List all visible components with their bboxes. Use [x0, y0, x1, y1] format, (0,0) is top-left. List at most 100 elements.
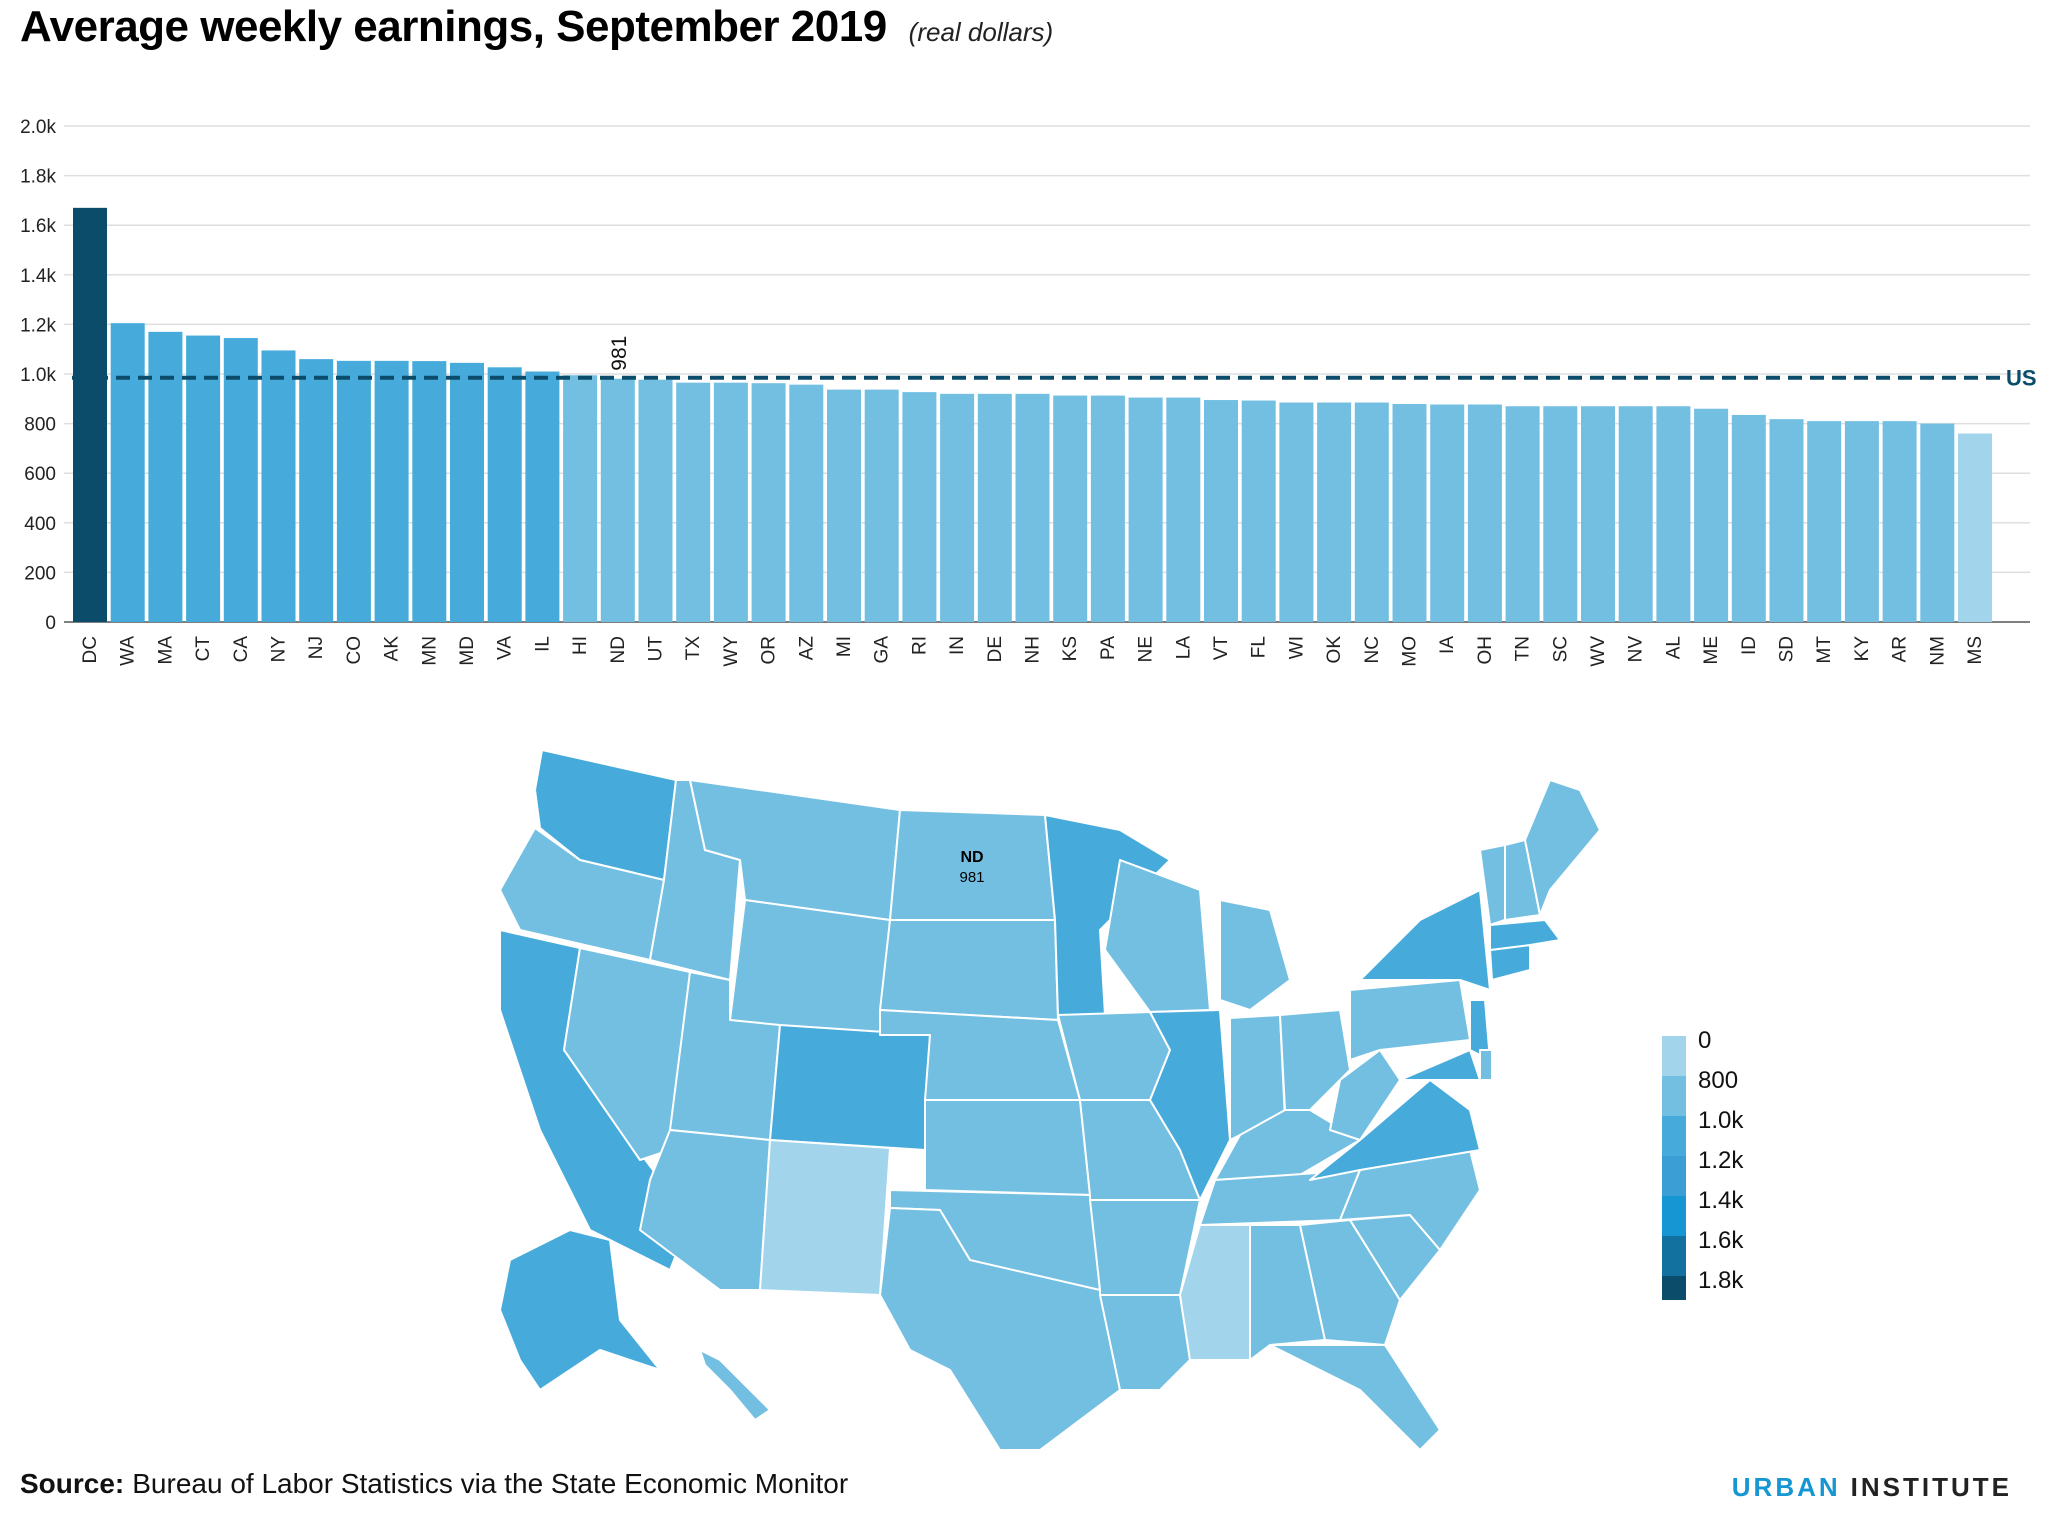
bar-ar [1882, 421, 1917, 622]
x-tick-label: AZ [796, 636, 817, 661]
state-al [1249, 1224, 1326, 1361]
bar-nc [1354, 402, 1389, 622]
bar-sc [1543, 406, 1578, 622]
source-note: Source: Bureau of Labor Statistics via th… [20, 1468, 848, 1500]
bar-id [1731, 414, 1766, 622]
y-tick-label: 200 [24, 563, 56, 584]
state-me [1524, 779, 1601, 916]
x-tick-label: SC [1550, 636, 1571, 662]
state-fl [1269, 1344, 1441, 1451]
bar-ny [261, 350, 296, 622]
bar-md [450, 362, 484, 622]
bar-wy [713, 382, 748, 622]
x-tick-label: KY [1852, 636, 1873, 662]
bar-il [525, 371, 560, 622]
bar-ks [1053, 395, 1088, 622]
x-tick-label: LA [1173, 636, 1194, 660]
bar-ga [864, 389, 899, 622]
legend-label: 1.4k [1698, 1187, 1744, 1214]
y-tick-label: 2.0k [20, 117, 56, 138]
source-text: Bureau of Labor Statistics via the State… [132, 1468, 849, 1499]
x-tick-label: NH [1023, 636, 1044, 663]
bar-or [751, 383, 786, 622]
state-oh [1279, 1009, 1351, 1111]
y-tick-label: 1.4k [20, 266, 56, 287]
x-tick-label: TN [1513, 636, 1534, 661]
bar-dc [73, 207, 107, 622]
x-tick-label: GA [872, 636, 893, 664]
us-map: ND 981 [480, 749, 1620, 1470]
bar-hi [563, 375, 598, 622]
legend-label: 1.2k [1698, 1147, 1744, 1174]
x-tick-label: NY [269, 636, 290, 663]
legend-swatch [1662, 1036, 1686, 1077]
x-tick-label: WV [1588, 636, 1609, 667]
state-md [1399, 1049, 1481, 1081]
x-tick-label: HI [570, 636, 591, 655]
state-ny [1359, 889, 1491, 991]
x-tick-label: KS [1060, 636, 1081, 661]
us-reference: US [72, 366, 2037, 391]
x-tick-label: MO [1400, 636, 1421, 667]
x-tick-label: VA [495, 636, 516, 660]
state-ak [499, 1229, 661, 1391]
x-tick-label: AL [1663, 636, 1684, 659]
bar-tx [676, 382, 711, 622]
bar-wv [1581, 406, 1615, 622]
map-nd-label: ND [960, 849, 983, 866]
legend-label: 0 [1698, 1030, 1711, 1054]
state-de [1479, 1049, 1493, 1081]
x-tick-label: MN [419, 636, 440, 666]
bar-ri [902, 392, 937, 622]
legend-swatch [1662, 1196, 1686, 1237]
state-co [769, 1024, 931, 1151]
map-legend: 0 800 1.0k 1.2k 1.4k 1.6k 1.8k [1662, 1027, 1782, 1317]
x-tick-label: ID [1739, 636, 1760, 655]
legend-swatch [1662, 1276, 1686, 1317]
bar-va [487, 367, 522, 622]
state-ma [1489, 919, 1561, 951]
state-il [1149, 1009, 1231, 1201]
bar-mo [1392, 404, 1427, 622]
y-tick-label: 1.8k [20, 167, 56, 188]
bars-layer: 981 [73, 207, 1992, 622]
x-tick-label: NM [1927, 636, 1948, 666]
x-tick-label: CT [193, 636, 214, 662]
bar-ct [186, 335, 221, 622]
legend-swatch [1662, 1076, 1686, 1117]
x-tick-label: MA [155, 636, 176, 665]
x-tick-label: WY [721, 636, 742, 667]
x-tick-label: MS [1965, 636, 1986, 665]
state-sd [879, 919, 1059, 1021]
us-map-svg: ND 981 [499, 749, 1601, 1451]
state-vt [1479, 844, 1506, 926]
bar-oh [1467, 404, 1502, 622]
state-ks [924, 1099, 1091, 1196]
x-tick-label: VT [1211, 636, 1232, 661]
bar-al [1656, 406, 1691, 622]
bar-mt [1807, 421, 1842, 622]
legend-label: 1.0k [1698, 1107, 1744, 1134]
bar-ok [1317, 402, 1352, 622]
state-tx [879, 1207, 1121, 1451]
x-tick-label: OR [759, 636, 780, 665]
legend-svg: 0 800 1.0k 1.2k 1.4k 1.6k 1.8k [1662, 1027, 1744, 1317]
x-tick-label: AR [1890, 636, 1911, 662]
chart-title: Average weekly earnings, September 2019 [20, 2, 887, 51]
bar-mn [412, 361, 447, 622]
legend-label: 1.8k [1698, 1267, 1744, 1294]
bar-ne [1128, 397, 1163, 622]
x-tick-label: OK [1324, 636, 1345, 664]
bar-az [789, 384, 824, 622]
urban-institute-logo: URBAN INSTITUTE [1732, 1472, 2012, 1503]
x-tick-label: OH [1475, 636, 1496, 665]
bar-ma [148, 331, 183, 622]
state-mn [1044, 814, 1171, 1016]
bar-ak [374, 360, 409, 622]
bar-tn [1505, 406, 1540, 622]
x-tick-label: NV [1626, 636, 1647, 663]
logo-institute: INSTITUTE [1850, 1472, 2012, 1502]
x-tick-label: WI [1286, 636, 1307, 659]
x-tick-label: IN [947, 636, 968, 655]
bar-ut [638, 379, 673, 622]
